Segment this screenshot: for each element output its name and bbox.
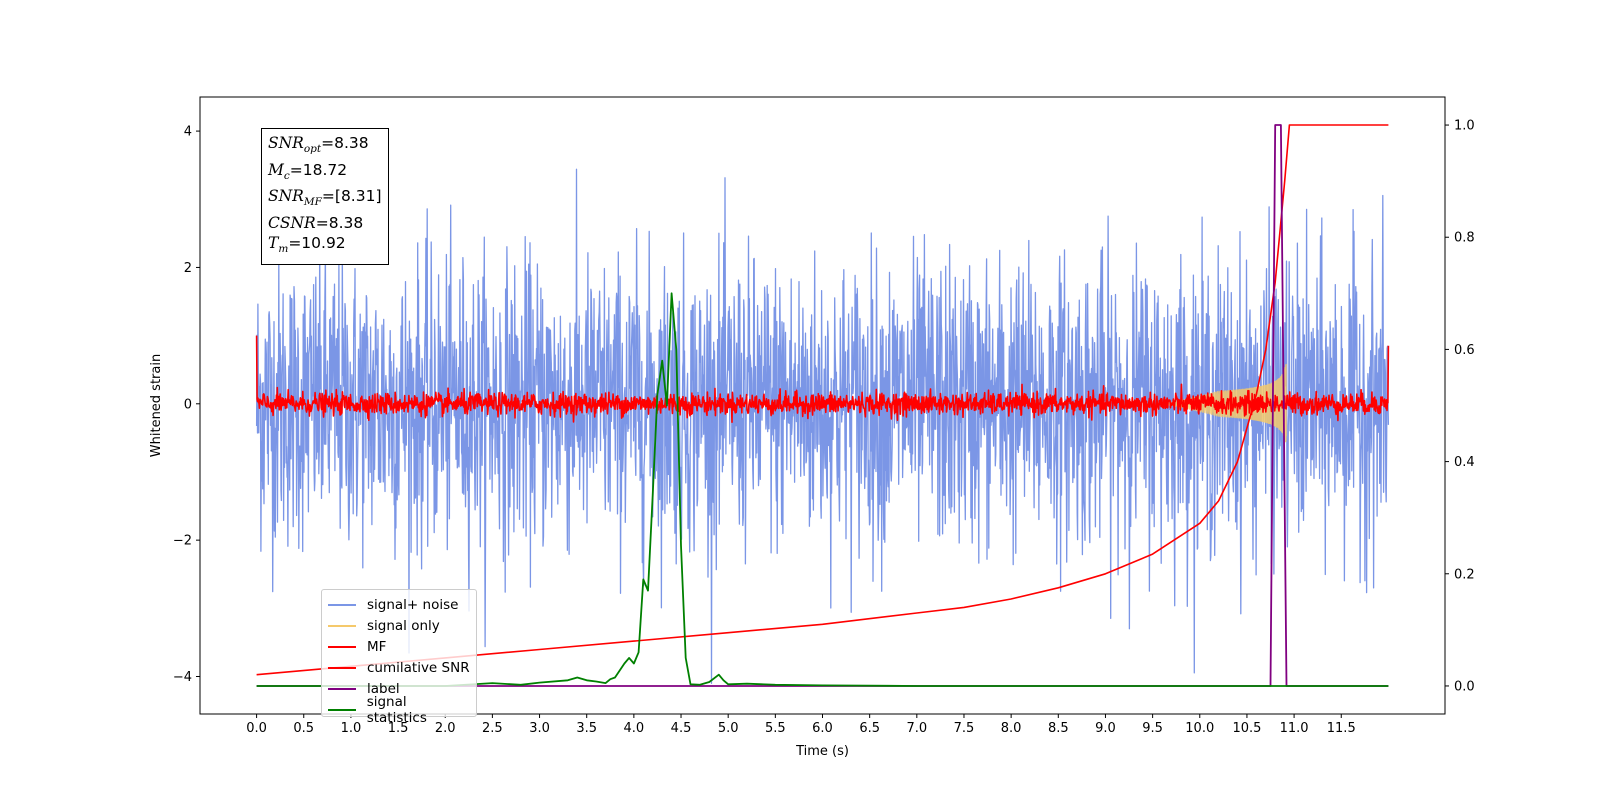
snr-info-box: SNRopt=8.38 Mc=18.72 SNRMF=[8.31] CSNR=8… <box>261 128 389 265</box>
csnr-line: CSNR=8.38 <box>268 213 364 232</box>
y2-tick-label: 0.2 <box>1454 567 1475 582</box>
x-tick-label: 2.5 <box>482 721 503 736</box>
y2-tick-label: 0.4 <box>1454 455 1475 470</box>
y-tick-label: 2 <box>184 261 192 276</box>
cumulative-snr-line <box>256 124 1389 676</box>
x-tick-label: 9.0 <box>1095 721 1116 736</box>
y-tick-label: 4 <box>184 125 192 140</box>
x-tick-label: 9.5 <box>1142 721 1163 736</box>
plot-area <box>255 124 1390 687</box>
snr-mf-line: SNRMF=[8.31] <box>268 187 382 209</box>
legend-item-signal-noise: signal+ noise <box>328 594 470 615</box>
y2-tick-label: 0.8 <box>1454 231 1475 246</box>
x-tick-label: 10.5 <box>1232 721 1261 736</box>
x-tick-label: 6.5 <box>859 721 880 736</box>
legend-item-signal-only: signal only <box>328 615 470 636</box>
x-tick-label: 4.0 <box>624 721 645 736</box>
x-tick-label: 8.5 <box>1048 721 1069 736</box>
x-tick-label: 0.5 <box>293 721 314 736</box>
x-tick-label: 6.0 <box>812 721 833 736</box>
x-tick-label: 3.0 <box>529 721 550 736</box>
x-tick-label: 2.0 <box>435 721 456 736</box>
legend-item-label: label <box>328 678 470 699</box>
x-tick-label: 3.5 <box>576 721 597 736</box>
legend-swatch <box>328 624 356 627</box>
mc-line: Mc=18.72 <box>268 160 348 182</box>
y2-tick-label: 1.0 <box>1454 119 1475 134</box>
x-tick-label: 1.5 <box>388 721 409 736</box>
legend-swatch <box>328 603 356 606</box>
x-tick-label: 11.5 <box>1327 721 1356 736</box>
x-tick-label: 0.0 <box>246 721 267 736</box>
legend: signal+ noise signal only MF cumilative … <box>321 589 477 726</box>
x-tick-label: 8.0 <box>1001 721 1022 736</box>
legend-item-mf: MF <box>328 636 470 657</box>
x-tick-label: 5.0 <box>718 721 739 736</box>
y-tick-label: 0 <box>184 397 192 412</box>
legend-swatch <box>328 666 356 669</box>
tm-line: Tm=10.92 <box>268 234 346 256</box>
legend-swatch <box>328 708 356 711</box>
signal-noise-line <box>255 168 1390 684</box>
x-tick-label: 5.5 <box>765 721 786 736</box>
y-axis-label: Whitened strain <box>149 354 164 457</box>
y-tick-label: −2 <box>173 534 192 549</box>
x-tick-label: 4.5 <box>671 721 692 736</box>
x-axis-label: Time (s) <box>795 744 849 759</box>
legend-item-cumulative-snr: cumilative SNR <box>328 657 470 678</box>
snr-opt-line: SNRopt=8.38 <box>268 134 369 156</box>
x-tick-label: 10.0 <box>1185 721 1214 736</box>
y2-tick-label: 0.0 <box>1454 679 1475 694</box>
y2-tick-label: 0.6 <box>1454 343 1475 358</box>
x-tick-label: 1.0 <box>341 721 362 736</box>
mf-line <box>255 335 1390 423</box>
y-tick-label: −4 <box>173 670 192 685</box>
x-tick-label: 7.0 <box>906 721 927 736</box>
signal-statistics-line <box>256 292 1389 687</box>
x-tick-label: 7.5 <box>954 721 975 736</box>
legend-item-signal-statistics: signal statistics <box>328 694 470 726</box>
legend-swatch <box>328 687 356 690</box>
x-tick-label: 11.0 <box>1280 721 1309 736</box>
legend-swatch <box>328 645 356 648</box>
